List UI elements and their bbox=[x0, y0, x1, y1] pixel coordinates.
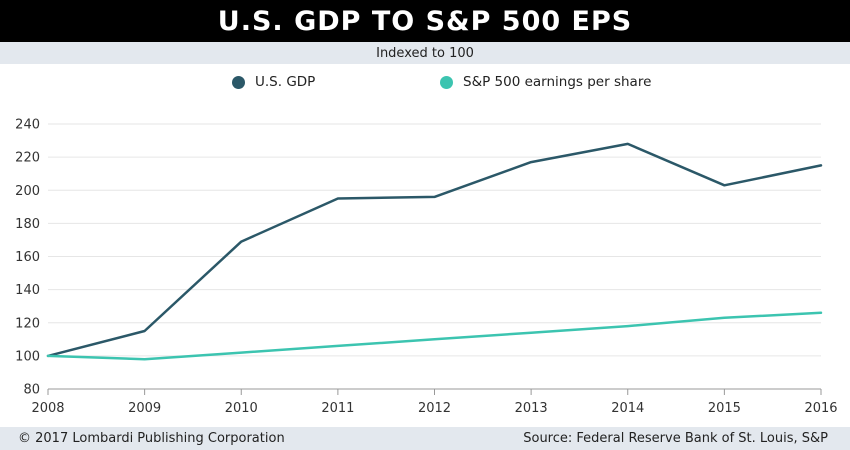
x-tick-label: 2011 bbox=[321, 401, 354, 416]
legend: U.S. GDP S&P 500 earnings per share bbox=[0, 70, 850, 96]
chart-title: U.S. GDP TO S&P 500 EPS bbox=[0, 0, 850, 42]
y-tick-label: 240 bbox=[15, 118, 40, 133]
x-tick-label: 2008 bbox=[31, 401, 64, 416]
y-tick-label: 220 bbox=[15, 151, 40, 166]
footer: © 2017 Lombardi Publishing Corporation S… bbox=[0, 427, 850, 450]
x-tick-label: 2016 bbox=[804, 401, 837, 416]
legend-dot-eps bbox=[440, 75, 453, 89]
chart-subtitle: Indexed to 100 bbox=[0, 42, 850, 64]
y-tick-label: 80 bbox=[23, 383, 40, 398]
y-tick-label: 200 bbox=[15, 184, 40, 199]
y-tick-label: 140 bbox=[15, 283, 40, 298]
x-tick-label: 2014 bbox=[611, 401, 644, 416]
y-tick-label: 100 bbox=[15, 349, 40, 364]
legend-label-gdp: U.S. GDP bbox=[255, 74, 316, 90]
y-tick-label: 120 bbox=[15, 316, 40, 331]
line-chart: 80 100 120 140 160 180 200 220 240 2008 2009 2010 20… bbox=[15, 118, 837, 417]
source-text: Source: Federal Reserve Bank of St. Loui… bbox=[523, 431, 828, 446]
legend-item-gdp: U.S. GDP bbox=[232, 74, 315, 90]
x-tick-label: 2015 bbox=[708, 401, 741, 416]
legend-dot-gdp bbox=[232, 75, 245, 89]
y-tick-label: 160 bbox=[15, 250, 40, 265]
gdp-series-line bbox=[46, 142, 823, 358]
legend-label-eps: S&P 500 earnings per share bbox=[463, 74, 652, 90]
legend-item-eps: S&P 500 earnings per share bbox=[440, 74, 651, 90]
y-tick-label: 180 bbox=[15, 217, 40, 232]
x-tick-label: 2012 bbox=[418, 401, 451, 416]
copyright-text: © 2017 Lombardi Publishing Corporation bbox=[18, 431, 285, 446]
x-tick-label: 2013 bbox=[515, 401, 548, 416]
x-tick-label: 2010 bbox=[225, 401, 258, 416]
x-tick-label: 2009 bbox=[128, 401, 161, 416]
eps-series-line bbox=[46, 311, 823, 361]
